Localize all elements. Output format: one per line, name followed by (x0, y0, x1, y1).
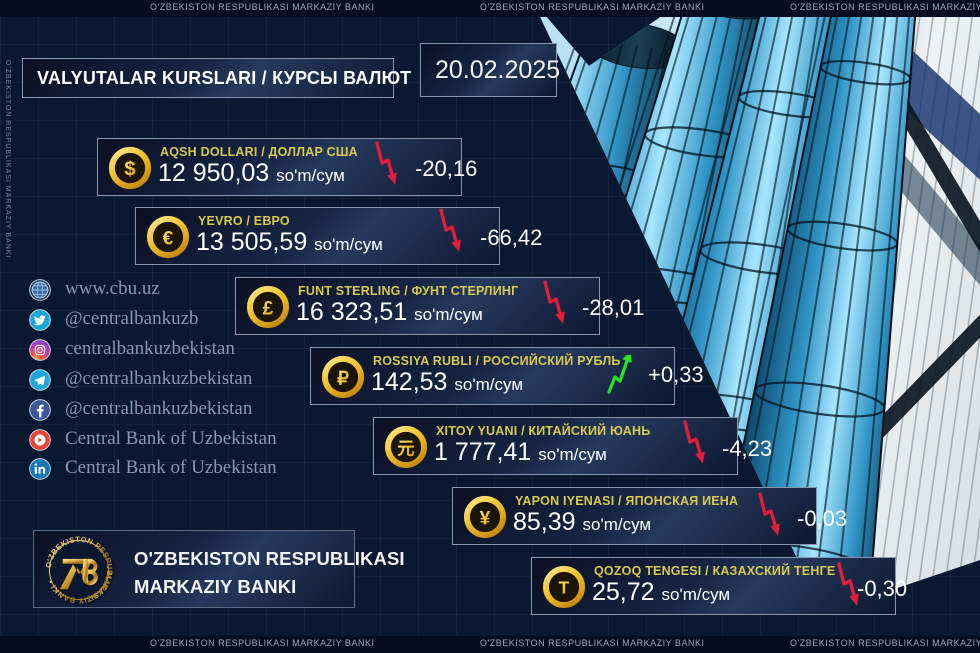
svg-text:$: $ (124, 158, 135, 180)
svg-text:₽: ₽ (337, 367, 349, 388)
svg-text:元: 元 (397, 438, 415, 458)
svg-text:£: £ (263, 298, 274, 319)
svg-text:¥: ¥ (480, 508, 491, 529)
svg-text:T: T (559, 577, 570, 597)
svg-text:€: € (163, 228, 174, 249)
